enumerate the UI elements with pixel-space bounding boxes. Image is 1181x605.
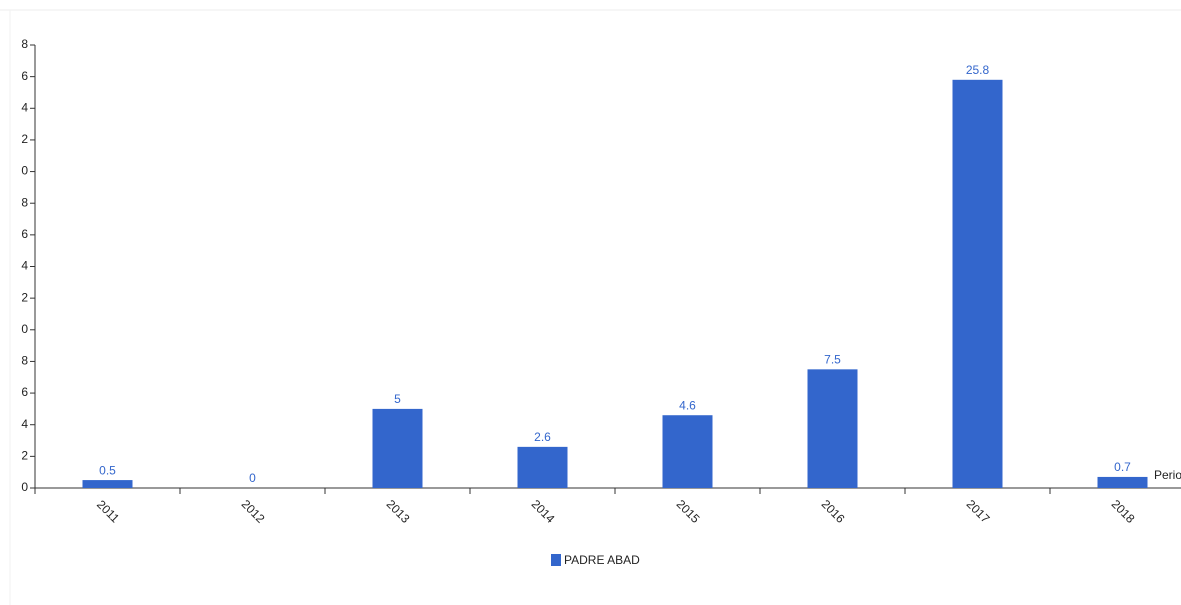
value-label: 0.5 (99, 463, 116, 477)
y-tick-label: 0 (21, 480, 28, 494)
bar (952, 79, 1003, 489)
x-tick-label: 2013 (384, 497, 413, 526)
bar (807, 369, 858, 488)
x-axis-title: Period (1154, 468, 1181, 482)
y-tick-label: 6 (21, 69, 28, 83)
value-label: 5 (394, 392, 401, 406)
bar (82, 480, 133, 488)
y-tick-label: 8 (21, 195, 28, 209)
value-label: 25.8 (966, 63, 990, 77)
bar (517, 446, 568, 488)
y-tick-label: 2 (21, 132, 28, 146)
y-tick-label: 0 (21, 322, 28, 336)
x-tick-label: 2012 (239, 497, 268, 526)
y-tick-label: 4 (21, 417, 28, 431)
value-label: 0 (249, 471, 256, 485)
value-label: 4.6 (679, 398, 696, 412)
legend-label: PADRE ABAD (564, 553, 640, 567)
value-label: 2.6 (534, 430, 551, 444)
x-tick-label: 2017 (964, 497, 993, 526)
x-tick-label: 2016 (819, 497, 848, 526)
bar (662, 415, 713, 488)
x-tick-label: 2014 (529, 497, 558, 526)
y-tick-label: 2 (21, 290, 28, 304)
y-tick-label: 0 (21, 164, 28, 178)
legend-swatch (551, 554, 561, 566)
y-tick-label: 8 (21, 37, 28, 51)
y-tick-label: 2 (21, 449, 28, 463)
value-label: 7.5 (824, 353, 841, 367)
y-tick-label: 6 (21, 227, 28, 241)
x-tick-label: 2011 (94, 497, 122, 525)
bar (372, 408, 423, 488)
x-tick-label: 2015 (674, 497, 703, 526)
bar (1097, 476, 1148, 488)
y-tick-label: 4 (21, 259, 28, 273)
value-label: 0.7 (1114, 460, 1131, 474)
y-tick-label: 6 (21, 385, 28, 399)
y-tick-label: 4 (21, 100, 28, 114)
y-tick-label: 8 (21, 354, 28, 368)
x-tick-label: 2018 (1109, 497, 1138, 526)
